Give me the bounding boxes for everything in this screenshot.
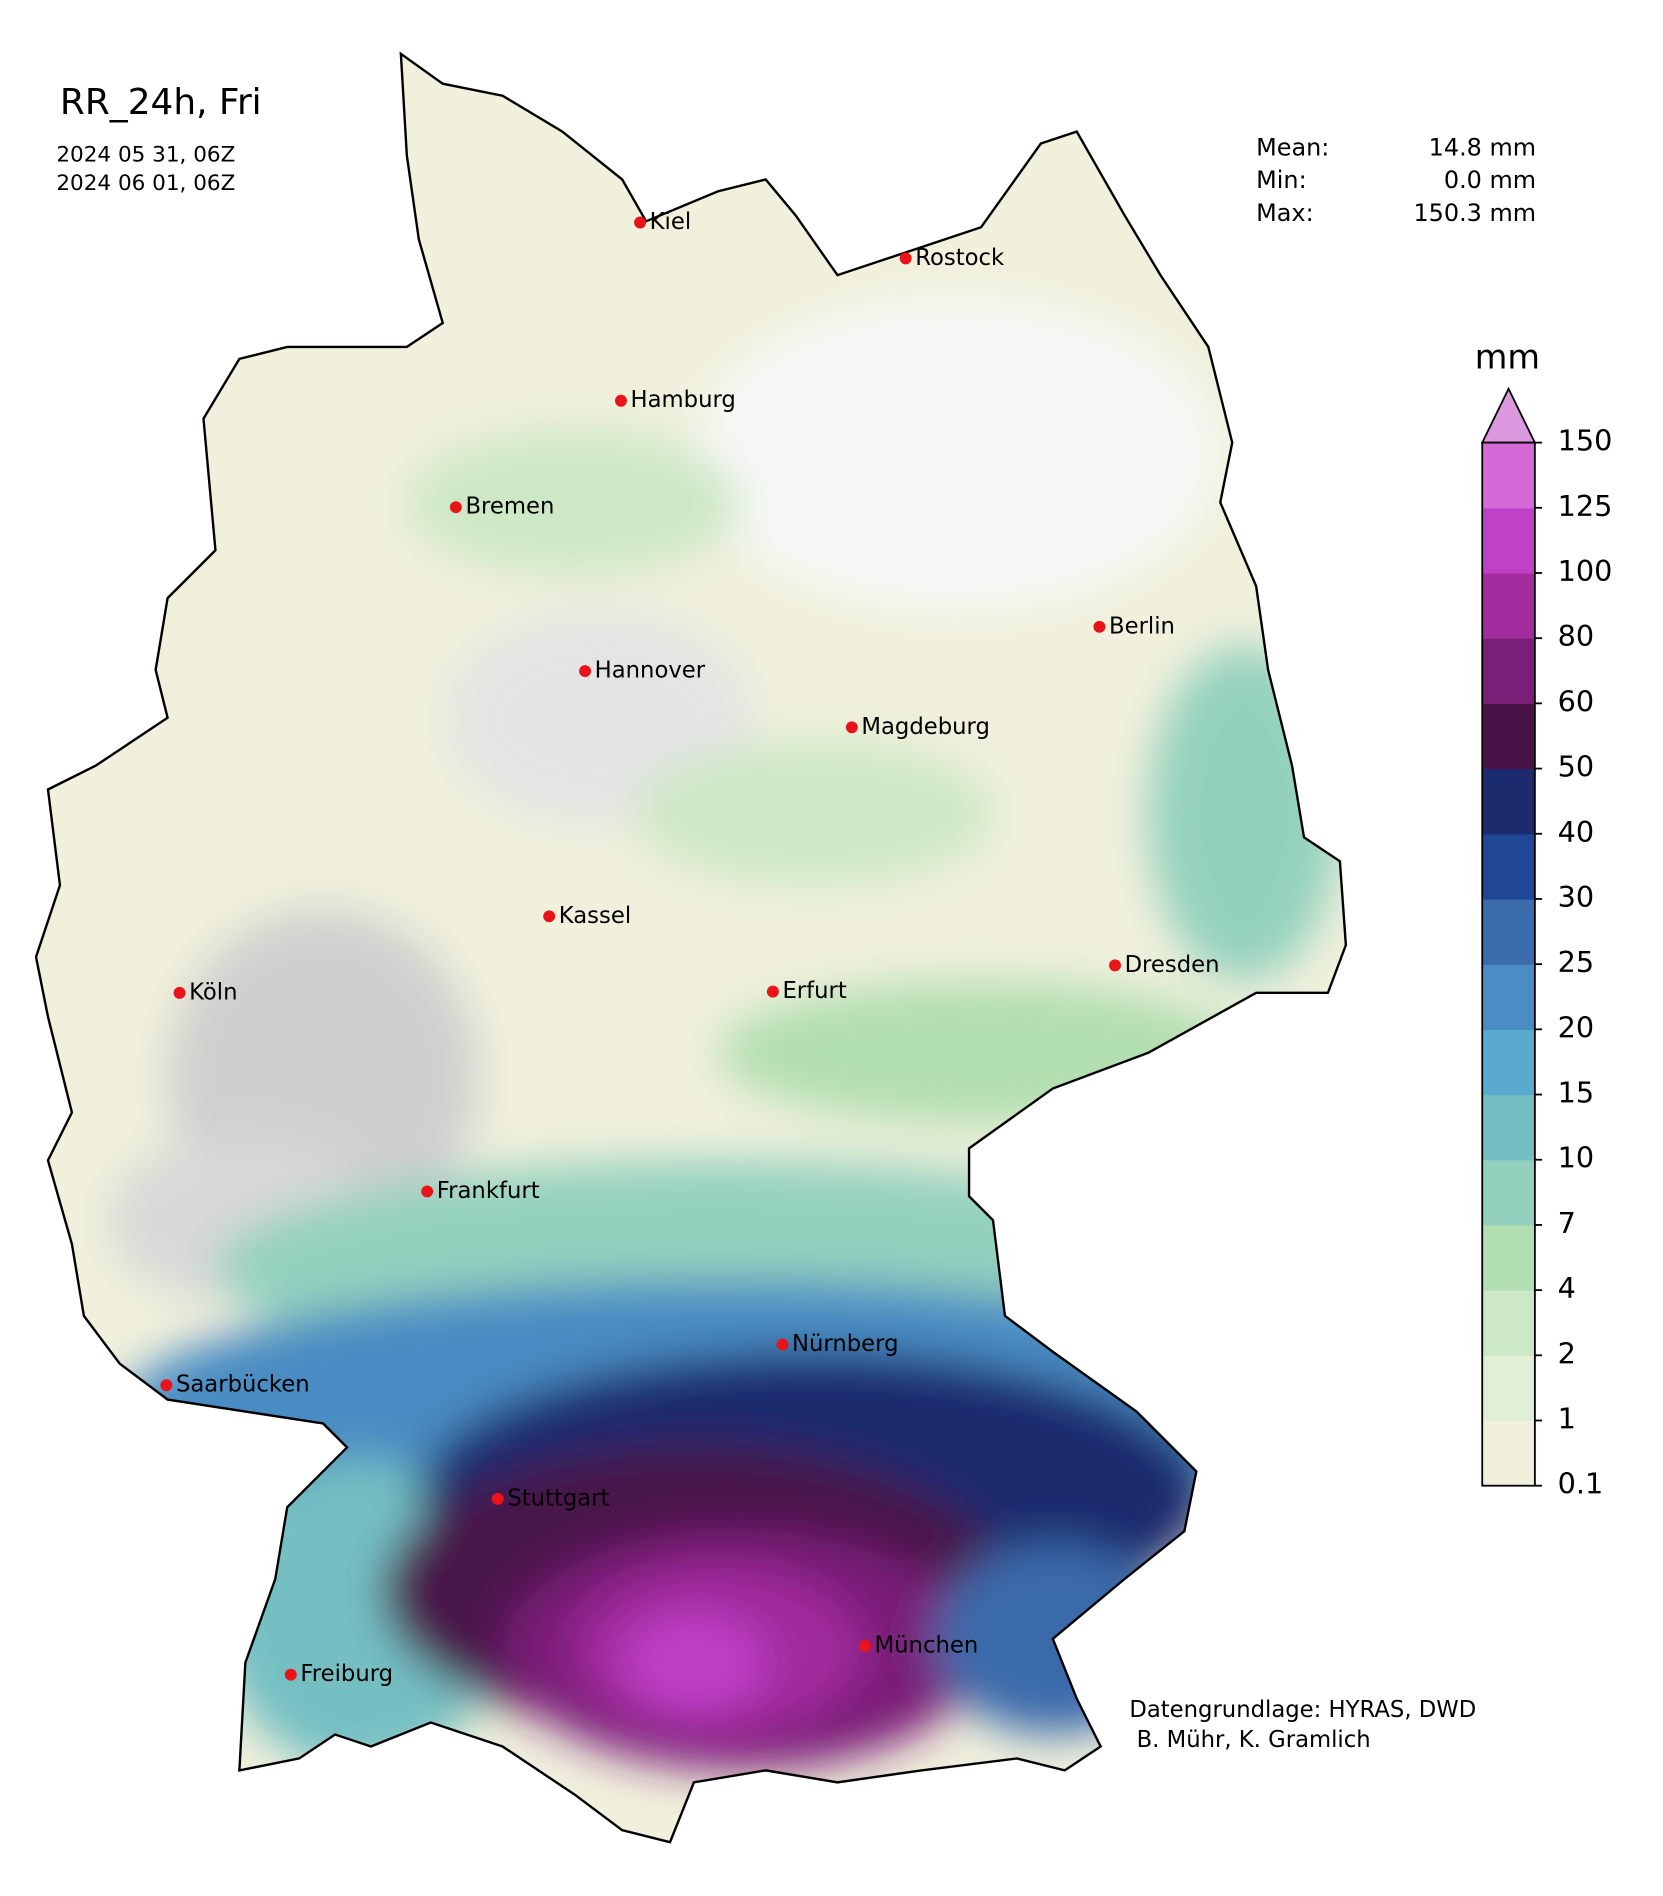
colorbar-tick-label: 125: [1558, 489, 1613, 523]
colorbar-segment: [1482, 898, 1535, 965]
colorbar-tick-label: 7: [1558, 1206, 1576, 1240]
colorbar-tick-label: 10: [1558, 1141, 1595, 1175]
stat-value: 0.0 mm: [1444, 166, 1536, 194]
date: 2024 05 31, 06Z: [56, 143, 235, 168]
city-label: Magdeburg: [861, 714, 990, 740]
country-border: [34, 51, 1348, 1844]
city-label: Köln: [189, 979, 237, 1005]
colorbar-segment: [1482, 1290, 1535, 1356]
colorbar-tick-label: 100: [1558, 554, 1613, 588]
city-label: München: [875, 1632, 979, 1658]
stat-label: Max:: [1256, 199, 1313, 227]
city-label: Kassel: [559, 903, 631, 929]
colorbar-segment: [1482, 1029, 1535, 1096]
stat-label: Mean:: [1256, 133, 1329, 161]
colorbar-segment: [1482, 442, 1535, 509]
city-marker: [491, 1492, 504, 1505]
colorbar-segment: [1482, 1420, 1535, 1487]
city-marker: [543, 910, 556, 923]
stat-label: Min:: [1256, 166, 1306, 194]
colorbar-tick-label: 4: [1558, 1271, 1576, 1305]
city-label: Freiburg: [300, 1661, 393, 1687]
city-marker: [634, 216, 647, 229]
city-label: Saarbücken: [176, 1372, 310, 1398]
city-label: Erfurt: [782, 978, 846, 1004]
city-marker: [614, 394, 627, 407]
city-marker: [766, 985, 779, 998]
colorbar-tick-label: 2: [1558, 1336, 1576, 1370]
city-marker: [1109, 959, 1121, 972]
city-label: Dresden: [1125, 952, 1220, 978]
colorbar-segment: [1482, 1355, 1535, 1422]
city-label: Berlin: [1109, 613, 1175, 639]
title: RR_24h, Fri: [60, 82, 262, 123]
city-label: Bremen: [465, 494, 554, 520]
colorbar-segment: [1482, 833, 1535, 900]
colorbar-segment: [1482, 964, 1535, 1030]
colorbar-tick-label: 15: [1558, 1076, 1595, 1110]
colorbar-tick-label: 30: [1558, 880, 1595, 914]
colorbar-tick-label: 60: [1558, 684, 1595, 718]
city-label: Nürnberg: [792, 1331, 899, 1357]
credit: B. Mühr, K. Gramlich: [1129, 1727, 1370, 1753]
city-label: Hamburg: [631, 387, 736, 413]
date: 2024 06 01, 06Z: [56, 171, 235, 196]
colorbar-segment: [1482, 572, 1535, 639]
city-label: Hannover: [595, 658, 706, 684]
city-marker: [776, 1338, 789, 1351]
city-marker: [160, 1379, 173, 1392]
colorbar-tick-label: 1: [1558, 1402, 1576, 1436]
stat-value: 14.8 mm: [1429, 133, 1536, 161]
colorbar-segment: [1482, 507, 1535, 574]
colorbar-segment: [1482, 1159, 1535, 1226]
colorbar-segment: [1482, 1224, 1535, 1291]
dynamic-layer: Mean: 14.8 mm Min: 0.0 mm Max: 150.3 mm Kiel Ro…: [160, 133, 1612, 1687]
colorbar-segment: [1482, 768, 1535, 835]
city-label: Stuttgart: [507, 1485, 609, 1511]
city-marker: [173, 986, 186, 999]
city-label: Rostock: [915, 245, 1005, 271]
precipitation-field: [36, 53, 1346, 1843]
credit: Datengrundlage: HYRAS, DWD: [1129, 1697, 1476, 1723]
city-marker: [579, 665, 592, 678]
city-marker: [1093, 620, 1106, 633]
colorbar-tick-label: 20: [1558, 1010, 1595, 1044]
city-marker: [421, 1185, 434, 1198]
city-marker: [449, 501, 462, 514]
city-marker: [284, 1668, 297, 1681]
city-marker: [845, 721, 858, 734]
colorbar-tick-label: 80: [1558, 619, 1595, 653]
city-label: Frankfurt: [437, 1178, 540, 1204]
colorbar-tick-label: 40: [1558, 815, 1595, 849]
city-label: Kiel: [650, 209, 691, 235]
colorbar-unit: mm: [1475, 337, 1540, 376]
colorbar-tick-label: 0.1: [1558, 1467, 1604, 1501]
colorbar-tick-label: 25: [1558, 945, 1595, 979]
city-marker: [859, 1640, 871, 1652]
colorbar-segment: [1482, 638, 1535, 704]
colorbar-tick-label: 150: [1558, 424, 1613, 458]
stat-value: 150.3 mm: [1413, 199, 1536, 227]
city-marker: [899, 252, 912, 265]
colorbar-extend: [1480, 386, 1537, 444]
colorbar-segment: [1482, 703, 1535, 770]
colorbar-segment: [1482, 1094, 1535, 1161]
colorbar-tick-label: 50: [1558, 750, 1595, 784]
